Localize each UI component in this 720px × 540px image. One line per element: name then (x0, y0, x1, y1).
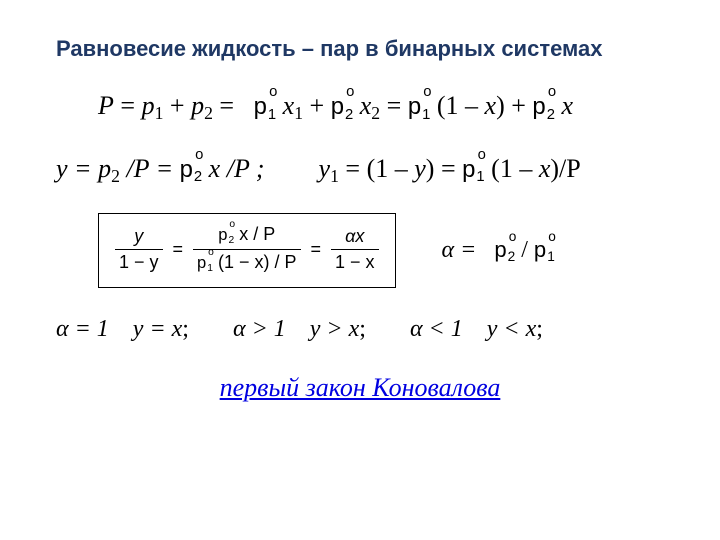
text: = (1 – y) = (345, 154, 462, 183)
p01-icon: po1 (254, 93, 277, 125)
frac-y: y 1 − y (115, 226, 163, 272)
frac-alpha: αx 1 − x (331, 226, 379, 272)
p02-icon: po2 (494, 237, 515, 264)
equation-y-left: y = p2 /P = po2 x /P ; (56, 153, 265, 188)
p02-icon: po2 (331, 93, 354, 125)
equation-total-pressure: P = p1 + p2 = po1 x1 + po2 x2 = po1 (1 –… (98, 90, 664, 125)
slash: / (521, 237, 528, 263)
p02-icon: po2 (180, 156, 203, 188)
sym-p2: p2 (191, 91, 213, 120)
konovalov-law-link[interactable]: первый закон Коновалова (56, 373, 664, 403)
eq-sign: = (120, 91, 141, 120)
link-text[interactable]: первый закон Коновалова (220, 373, 501, 402)
sym-y1: y1 (319, 154, 339, 183)
p02-icon: po2 (532, 93, 555, 125)
text: (1 − x) / P (218, 252, 297, 272)
case-2: α > 1 y > x; (233, 316, 366, 343)
row-boxed-alpha: y 1 − y = po2 x / P po1 (1 − x) / P = (56, 213, 664, 288)
sym-x: x (561, 91, 573, 120)
alpha-cases: α = 1 y = x; α > 1 y > x; α < 1 y < x; (56, 316, 664, 343)
sym-p1: p1 (142, 91, 164, 120)
eq-sign: = (311, 239, 322, 260)
eq-sign: = (173, 239, 184, 260)
text: x (209, 154, 221, 183)
text: /P = (126, 154, 179, 183)
text: /P ; (227, 154, 265, 183)
case-1: α = 1 y = x; (56, 316, 189, 343)
p01-icon: po1 (534, 237, 555, 264)
sym-P: P (98, 91, 114, 120)
case-3: α < 1 y < x; (410, 316, 543, 343)
equation-row-y: y = p2 /P = po2 x /P ; y1 = (1 – y) = po… (56, 153, 664, 188)
text: (1 – x)/P (491, 154, 581, 183)
equation-y-right: y1 = (1 – y) = po1 (1 – x)/P (319, 153, 581, 188)
plus: + (170, 91, 191, 120)
slide-title: Равновесие жидкость – пар в бинарных сис… (56, 36, 664, 62)
sym-x1: x1 (283, 91, 303, 120)
p01-icon: po1 (408, 93, 431, 125)
plus: + (310, 91, 331, 120)
text: α = (442, 237, 483, 263)
p01-icon: po1 (462, 156, 485, 188)
sym-x2: x2 (360, 91, 380, 120)
text: (1 – x) + (437, 91, 533, 120)
text: x / P (239, 224, 275, 244)
alpha-definition: α = po2 / po1 (442, 237, 555, 264)
slide: Равновесие жидкость – пар в бинарных сис… (0, 0, 720, 540)
p01-icon: po1 (197, 253, 213, 275)
eq-sign: = (219, 91, 247, 120)
frac-p0x: po2 x / P po1 (1 − x) / P (193, 224, 300, 275)
boxed-formula: y 1 − y = po2 x / P po1 (1 − x) / P = (98, 213, 396, 288)
eq-sign: = (387, 91, 408, 120)
p02-icon: po2 (218, 225, 234, 247)
text: y = p2 (56, 154, 120, 183)
